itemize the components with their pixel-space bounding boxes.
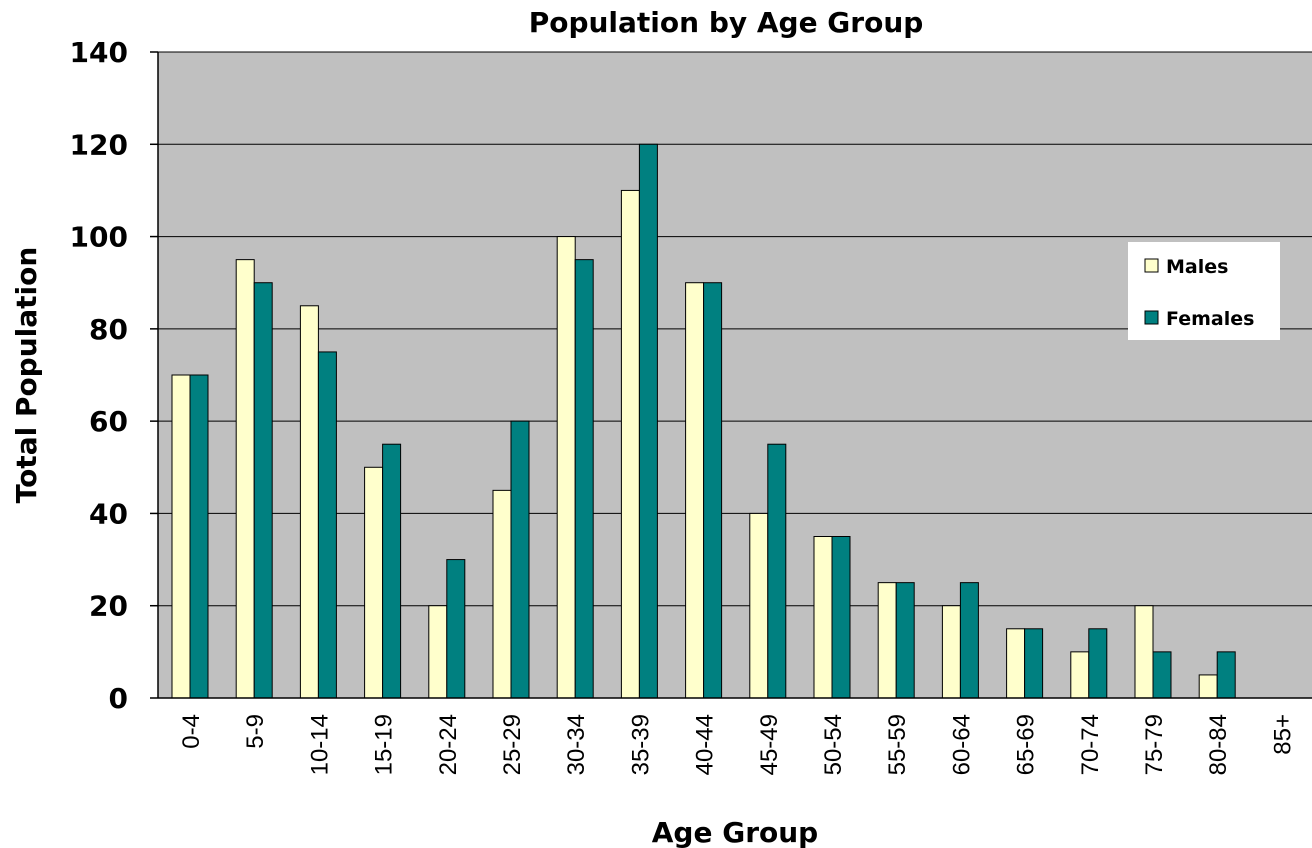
x-tick-label: 45-49 xyxy=(756,714,783,775)
y-tick-label: 120 xyxy=(70,128,128,161)
male-bar xyxy=(877,582,897,699)
male-bar xyxy=(428,605,448,699)
gridlines xyxy=(158,51,1312,607)
male-bar xyxy=(556,236,576,699)
female-bar xyxy=(831,536,851,699)
y-tick-label: 60 xyxy=(89,405,128,438)
male-bar xyxy=(1198,674,1218,699)
female-bar xyxy=(253,282,273,699)
x-tick-label: 5-9 xyxy=(242,714,269,749)
female-bar xyxy=(446,559,466,699)
x-tick-label: 20-24 xyxy=(435,714,462,775)
y-tick-label: 80 xyxy=(89,313,128,346)
male-bar xyxy=(1006,628,1026,699)
female-bar xyxy=(574,259,594,699)
chart-title: Population by Age Group xyxy=(529,6,924,39)
x-tick-label: 10-14 xyxy=(306,714,333,775)
x-tick-label: 60-64 xyxy=(948,714,975,775)
legend-swatch-males xyxy=(1144,258,1159,273)
female-bar xyxy=(510,420,530,699)
x-tick-label: 15-19 xyxy=(371,714,398,775)
y-tick-label: 40 xyxy=(89,497,128,530)
female-bar xyxy=(1024,628,1044,699)
male-bar xyxy=(749,512,769,699)
x-tick-label: 80-84 xyxy=(1205,714,1232,775)
female-bar xyxy=(1216,651,1236,699)
x-tick-label: 25-29 xyxy=(499,714,526,775)
y-tick-label: 0 xyxy=(109,682,128,715)
male-bar xyxy=(685,282,705,699)
male-bar xyxy=(492,489,512,699)
y-axis-title: Total Population xyxy=(10,247,43,504)
female-bar xyxy=(317,351,337,699)
bars xyxy=(171,143,1236,699)
legend-label-females: Females xyxy=(1166,308,1254,330)
female-bar xyxy=(1152,651,1172,699)
female-bar xyxy=(703,282,723,699)
y-tick-label: 140 xyxy=(70,36,128,69)
y-tick-label: 20 xyxy=(89,590,128,623)
plot-area xyxy=(158,52,1312,698)
x-tick-label: 70-74 xyxy=(1077,714,1104,775)
x-axis-ticks: 0-4 5-9 10-14 15-19 20-24 25-29 30-34 35-39 40-4… xyxy=(178,714,1296,775)
male-bar xyxy=(620,189,640,699)
x-tick-label: 75-79 xyxy=(1141,714,1168,775)
x-tick-label: 0-4 xyxy=(178,714,205,749)
female-bar xyxy=(959,582,979,699)
female-bar xyxy=(895,582,915,699)
x-tick-label: 35-39 xyxy=(627,714,654,775)
y-axis-ticks: 0 20 40 60 80 100 120 140 xyxy=(70,36,158,715)
x-tick-label: 50-54 xyxy=(820,714,847,775)
male-bar xyxy=(941,605,961,699)
x-tick-label: 55-59 xyxy=(884,714,911,775)
x-tick-label: 30-34 xyxy=(563,714,590,775)
male-bar xyxy=(364,466,384,699)
female-bar xyxy=(767,443,787,699)
female-bar xyxy=(382,443,402,699)
x-axis-title: Age Group xyxy=(652,816,818,848)
y-tick-label: 100 xyxy=(70,221,128,254)
x-tick-label: 85+ xyxy=(1269,714,1296,755)
male-bar xyxy=(1070,651,1090,699)
female-bar xyxy=(1088,628,1108,699)
legend: Males Females xyxy=(1128,242,1280,340)
male-bar xyxy=(171,374,191,699)
male-bar xyxy=(1134,605,1154,699)
x-tick-label: 40-44 xyxy=(692,714,719,775)
female-bar xyxy=(638,143,658,699)
legend-swatch-females xyxy=(1144,310,1159,325)
x-tick-label: 65-69 xyxy=(1013,714,1040,775)
male-bar xyxy=(299,305,319,699)
male-bar xyxy=(235,259,255,699)
male-bar xyxy=(813,536,833,699)
female-bar xyxy=(189,374,209,699)
legend-label-males: Males xyxy=(1166,256,1228,278)
